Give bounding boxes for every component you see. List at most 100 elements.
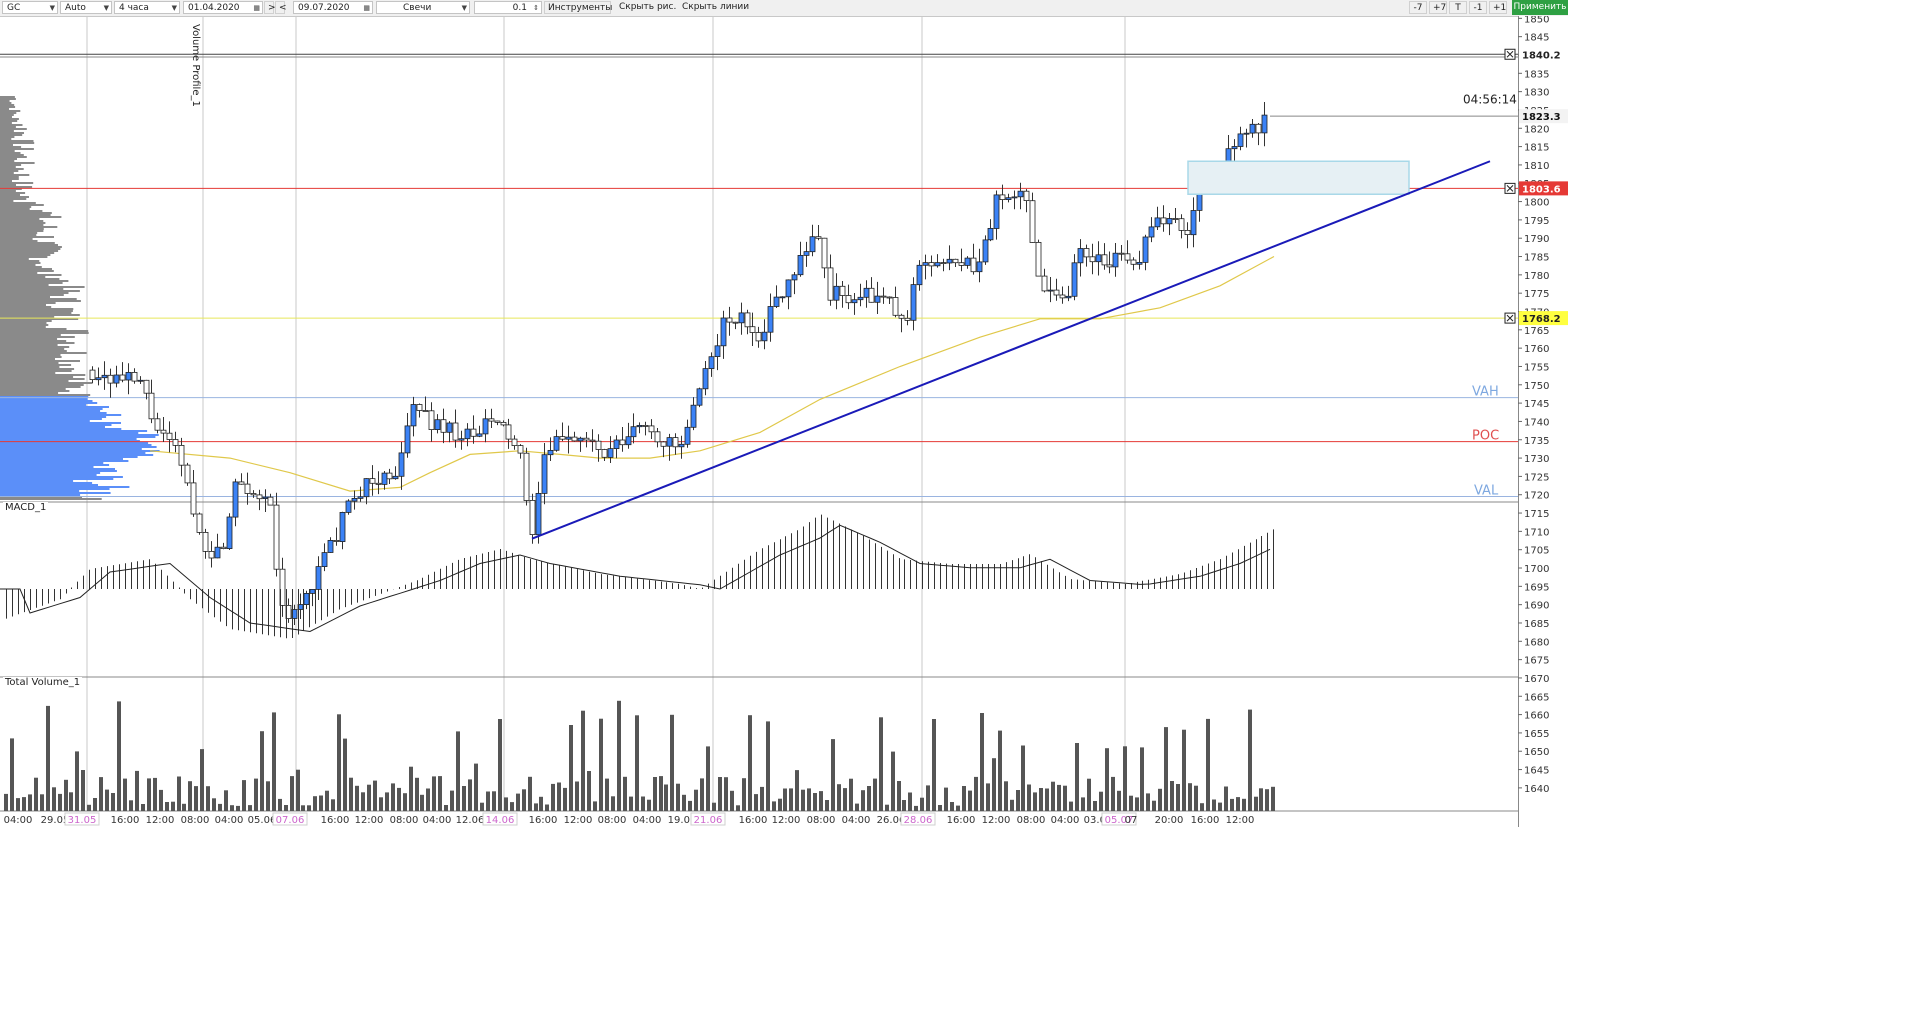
volume-bar (159, 789, 163, 811)
auto-select[interactable]: Auto ▼ (60, 1, 112, 14)
chart-area[interactable]: 1850184518401835183018251820181518101805… (0, 16, 1568, 827)
volume-bar (516, 793, 520, 811)
volume-bar (557, 782, 561, 811)
today-button[interactable]: T (1449, 1, 1467, 14)
volume-bar (1140, 747, 1144, 811)
hide-lines-button[interactable]: Скрыть линии (682, 1, 749, 14)
candle-body (726, 317, 733, 323)
time-tick-label: 08:00 (390, 815, 419, 826)
volume-bar (1188, 783, 1192, 811)
nav-prev-button[interactable]: < (275, 1, 287, 14)
volume-bar (403, 793, 407, 811)
profile-bar (0, 316, 55, 318)
volume-bar (682, 794, 686, 811)
volume-bar (908, 792, 912, 811)
profile-bar (0, 302, 56, 304)
apply-button[interactable]: Применить (1512, 0, 1568, 15)
profile-bar (0, 340, 67, 342)
candle-body (440, 419, 447, 433)
date-from-field[interactable]: 01.04.2020 ▦ (183, 1, 263, 14)
volume-bar (10, 738, 14, 811)
volume-bar (932, 719, 936, 811)
candle-body (1154, 217, 1161, 228)
price-tick-label: 1645 (1524, 766, 1549, 777)
profile-bar (0, 318, 79, 320)
volume-bar (730, 790, 734, 811)
price-tick-label: 1745 (1524, 399, 1549, 410)
tools-button[interactable]: Инструменты (544, 1, 612, 14)
volume-bar (545, 804, 549, 811)
calendar-icon[interactable]: ▦ (363, 4, 370, 12)
profile-bar (0, 144, 13, 146)
profile-bar (0, 210, 43, 212)
profile-bar (0, 246, 62, 248)
volume-bar (885, 804, 889, 811)
profile-bar (0, 132, 24, 134)
volume-bar (1254, 796, 1258, 811)
volume-bar (599, 718, 603, 811)
candle-body (886, 296, 893, 299)
candle-body (553, 436, 560, 451)
candle-body (845, 295, 852, 304)
time-tick-label: 16:00 (111, 815, 140, 826)
volume-bar (117, 701, 121, 811)
drawings (531, 48, 1516, 540)
volume-bar (522, 789, 526, 811)
date-to-field[interactable]: 09.07.2020 ▦ (293, 1, 373, 14)
candle-body (303, 593, 310, 606)
hide-drawings-button[interactable]: Скрыть рис. (619, 1, 676, 14)
spinner-icon[interactable]: ⇕ (533, 4, 539, 12)
volume-bar (1248, 709, 1252, 811)
candle-body (184, 464, 191, 484)
price-marker-top: 1840.2 (1522, 50, 1561, 61)
symbol-select[interactable]: GC ▼ (2, 1, 58, 14)
volume-bar (712, 802, 716, 811)
volume-bar (46, 705, 50, 811)
profile-bar (0, 350, 67, 352)
volume-bar (605, 778, 609, 811)
volume-bar (218, 803, 222, 811)
profile-bar (0, 432, 139, 434)
profile-bar (0, 188, 22, 190)
step-stepper[interactable]: 0.1 ⇕ (474, 1, 542, 14)
price-tick-label: 1735 (1524, 436, 1549, 447)
volume-bar (1146, 793, 1150, 811)
minus1-button[interactable]: -1 (1469, 1, 1487, 14)
volume-bar (1045, 788, 1049, 811)
candle-body (541, 454, 548, 494)
volume-bar (724, 777, 728, 811)
profile-bar (0, 162, 35, 164)
candle-body (863, 287, 870, 298)
volume-bar (22, 797, 26, 811)
chart-type-select[interactable]: Свечи ▼ (376, 1, 470, 14)
candle-body (226, 516, 233, 550)
profile-bar (0, 238, 33, 240)
candle-body (660, 441, 667, 447)
volume-bar (468, 779, 472, 811)
timeframe-select[interactable]: 4 часа ▼ (114, 1, 180, 14)
profile-bar (0, 146, 22, 148)
profile-bar (0, 364, 72, 366)
candle-body (714, 345, 721, 357)
macd-panel (0, 514, 1274, 639)
volume-bar (1010, 799, 1014, 811)
volume-bar (498, 719, 502, 811)
profile-bar (0, 450, 160, 452)
plus7-button[interactable]: +7 (1429, 1, 1447, 14)
volume-bar (230, 805, 234, 811)
candle-body (1261, 114, 1268, 134)
time-tick-label: 14.06 (486, 815, 515, 826)
minus7-button[interactable]: -7 (1409, 1, 1427, 14)
volume-bar (188, 781, 192, 811)
profile-bar (0, 336, 75, 338)
calendar-icon[interactable]: ▦ (253, 4, 260, 12)
volume-bar (16, 798, 20, 811)
profile-bar (0, 110, 21, 112)
volume-bar (641, 796, 645, 811)
nav-next-button[interactable]: > (264, 1, 276, 14)
price-tick-label: 1785 (1524, 253, 1549, 264)
plus1-button[interactable]: +1 (1489, 1, 1507, 14)
candle-body (744, 312, 751, 328)
profile-bar (0, 304, 46, 306)
candle-body (964, 257, 971, 266)
